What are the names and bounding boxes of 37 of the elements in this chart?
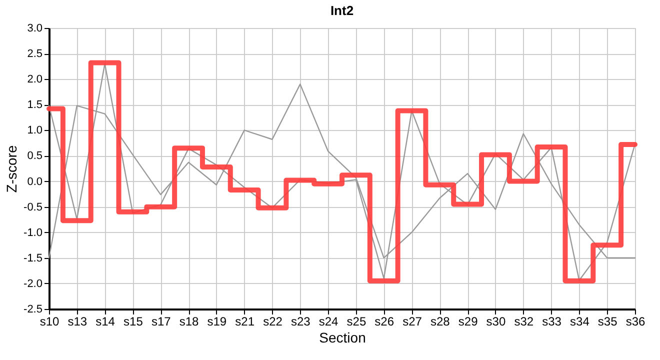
- y-axis-title: Z-score: [4, 145, 20, 193]
- x-tick-label: s35: [598, 314, 618, 328]
- x-tick-label: s32: [514, 314, 534, 328]
- x-tick-label: s26: [374, 314, 394, 328]
- x-tick-label: s18: [179, 314, 200, 328]
- y-tick-label: 1.5: [27, 99, 42, 112]
- x-tick-label: s10: [40, 314, 60, 328]
- y-tick-label: 2.5: [27, 48, 42, 60]
- y-tick-label: -2.5: [24, 304, 42, 316]
- x-tick-label: s15: [124, 314, 144, 328]
- x-tick-label: s22: [263, 314, 283, 328]
- x-tick-label: s25: [346, 314, 366, 328]
- x-tick-label: s33: [542, 314, 562, 328]
- x-tick-label: s27: [402, 314, 422, 328]
- x-tick-label: s24: [318, 314, 339, 328]
- y-tick-label: 2.0: [27, 74, 42, 86]
- x-tick-label: s30: [486, 314, 506, 328]
- x-tick-label: s29: [458, 314, 478, 328]
- x-axis-title: Section: [319, 330, 366, 346]
- chart-title: Int2: [330, 3, 354, 18]
- y-tick-label: 3.0: [27, 22, 42, 34]
- y-tick-label: 0.5: [27, 150, 42, 162]
- y-tick-label: 0.0: [27, 176, 42, 188]
- x-tick-label: s36: [626, 314, 646, 328]
- y-tick-label: 1.0: [27, 124, 42, 137]
- x-tick-label: s14: [96, 314, 116, 328]
- x-tick-label: s13: [68, 314, 88, 328]
- x-tick-label: s28: [430, 314, 450, 328]
- y-tick-label: -1.5: [24, 252, 42, 264]
- y-tick-label: -0.5: [24, 201, 42, 214]
- y-tick-label: -1.0: [24, 226, 42, 239]
- x-tick-label: s17: [151, 314, 172, 328]
- x-tick-label: s34: [570, 314, 590, 328]
- y-tick-label: -2.0: [24, 278, 42, 290]
- x-tick-label: s21: [235, 314, 255, 328]
- x-tick-label: s19: [207, 314, 227, 328]
- x-tick-label: s23: [290, 314, 311, 328]
